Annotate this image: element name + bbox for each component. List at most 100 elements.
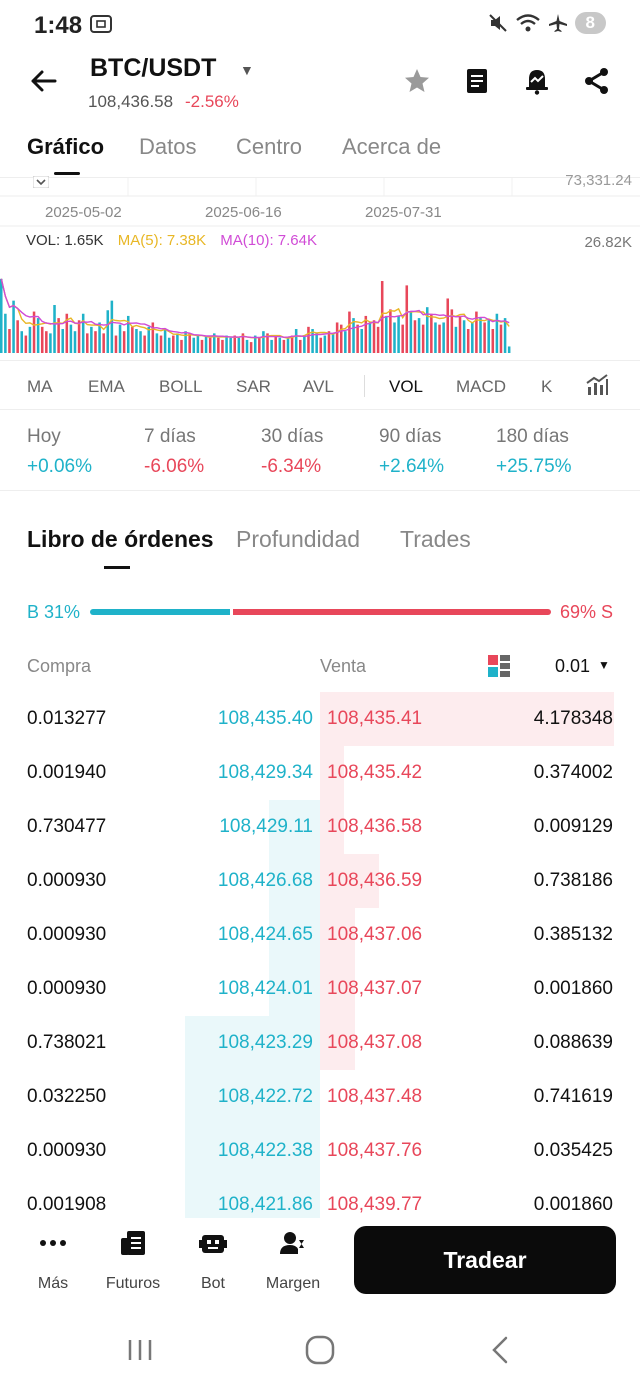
volume-bar	[212, 333, 216, 353]
bottom-item-bot[interactable]: Bot	[178, 1228, 248, 1293]
perf-label: 7 días	[144, 426, 196, 447]
ma5-line	[0, 278, 510, 339]
volume-bar	[90, 326, 93, 353]
indicator-avl[interactable]: AVL	[303, 377, 334, 396]
order-book-row[interactable]: 0.000930 108,424.65 108,437.06 0.385132	[0, 908, 640, 962]
ask-depth-bar	[320, 692, 614, 746]
bottom-item-futuros[interactable]: Futuros	[98, 1228, 168, 1293]
wifi-icon	[515, 14, 540, 32]
home-icon[interactable]	[300, 1330, 340, 1370]
vol-legend-ma5: MA(5): 7.38K	[117, 232, 207, 249]
back-icon[interactable]	[480, 1330, 520, 1370]
pair-dropdown-icon[interactable]: ▼	[240, 62, 254, 78]
volume-bar	[167, 337, 171, 353]
volume-bar	[491, 329, 495, 353]
volume-bar	[286, 337, 290, 353]
volume-bar	[200, 339, 204, 353]
indicator-sar[interactable]: SAR	[236, 377, 271, 396]
bottom-item-margen[interactable]: Margen	[258, 1228, 328, 1293]
volume-bar	[499, 324, 503, 353]
airplane-icon	[548, 14, 567, 32]
indicator-k[interactable]: K	[541, 377, 553, 396]
order-book-tabs: Libro de órdenes Profundidad Trades	[0, 520, 640, 576]
order-book-row[interactable]: 0.000930 108,426.68 108,436.59 0.738186	[0, 854, 640, 908]
tab-acerca-de[interactable]: Acerca de	[342, 134, 442, 159]
bid-qty: 0.738021	[27, 1032, 107, 1053]
volume-bar	[180, 339, 183, 353]
active-tab-indicator	[54, 172, 80, 175]
volume-bar	[163, 329, 167, 353]
indicator-settings-icon[interactable]	[585, 373, 609, 397]
order-book-row[interactable]: 0.001908 108,421.86 108,439.77 0.001860	[0, 1178, 640, 1220]
chart-area[interactable]: 73,331.24 2025-05-02 2025-06-16 2025-07-…	[0, 172, 640, 358]
chevron-down-icon[interactable]: ▼	[598, 658, 610, 672]
pair-title[interactable]: BTC/USDT	[90, 54, 217, 82]
volume-bar	[49, 333, 52, 353]
volume-bar	[466, 329, 470, 353]
volume-bar	[319, 337, 323, 353]
share-icon[interactable]	[582, 66, 612, 96]
status-bar: 1:48 8	[0, 0, 640, 52]
volume-bar	[311, 329, 314, 353]
bid-depth-bar	[269, 854, 320, 908]
order-book-row[interactable]: 0.032250 108,422.72 108,437.48 0.741619	[0, 1070, 640, 1124]
book-layout-icon[interactable]	[487, 654, 511, 678]
order-book-row[interactable]: 0.013277 108,435.40 108,435.41 4.178348	[0, 692, 640, 746]
volume-bar	[397, 315, 400, 353]
notes-icon[interactable]	[462, 66, 492, 96]
volume-bar	[237, 337, 241, 353]
volume-bar	[155, 333, 159, 353]
tab-trades[interactable]: Trades	[400, 526, 471, 552]
precision-select[interactable]: 0.01	[555, 656, 591, 676]
volume-bar	[139, 331, 142, 353]
tab-grafico[interactable]: Gráfico	[27, 134, 105, 159]
volume-bar	[114, 335, 118, 353]
volume-bar	[462, 320, 466, 353]
volume-chart[interactable]	[0, 178, 640, 358]
bottom-item-label: Margen	[265, 1275, 321, 1292]
indicator-boll[interactable]: BOLL	[159, 377, 203, 396]
order-book-row[interactable]: 0.730477 108,429.11 108,436.58 0.009129	[0, 800, 640, 854]
order-book-row[interactable]: 0.000930 108,424.01 108,437.07 0.001860	[0, 962, 640, 1016]
volume-bar	[413, 320, 417, 353]
bid-qty: 0.000930	[27, 1140, 107, 1161]
back-arrow-icon[interactable]	[28, 66, 58, 96]
tab-libro-ordenes[interactable]: Libro de órdenes	[27, 526, 214, 552]
star-icon[interactable]	[402, 66, 432, 96]
volume-bar	[110, 300, 114, 353]
volume-bar	[208, 337, 212, 353]
indicator-vol[interactable]: VOL	[389, 377, 424, 396]
screenshot-icon	[90, 15, 112, 33]
order-book-row[interactable]: 0.000930 108,422.38 108,437.76 0.035425	[0, 1124, 640, 1178]
recent-apps-icon[interactable]	[120, 1330, 160, 1370]
volume-bar	[53, 305, 56, 353]
volume-bar	[249, 342, 253, 353]
price-alert-icon[interactable]	[522, 66, 552, 96]
volume-bar	[294, 329, 298, 353]
ask-qty: 0.738186	[533, 870, 613, 891]
futures-icon	[121, 1231, 145, 1255]
tab-centro[interactable]: Centro	[236, 134, 303, 159]
tab-datos[interactable]: Datos	[139, 134, 197, 159]
order-book-row[interactable]: 0.001940 108,429.34 108,435.42 0.374002	[0, 746, 640, 800]
indicator-ma[interactable]: MA	[27, 377, 53, 396]
tab-profundidad[interactable]: Profundidad	[236, 526, 361, 552]
bottom-item-mas[interactable]: Más	[18, 1228, 88, 1293]
pair-price: 108,436.58	[88, 92, 174, 111]
volume-bar	[282, 339, 286, 353]
volume-bar	[151, 322, 155, 353]
order-book-row[interactable]: 0.738021 108,423.29 108,437.08 0.088639	[0, 1016, 640, 1070]
trade-button[interactable]: Tradear	[354, 1226, 616, 1294]
ask-price: 108,437.06	[327, 924, 423, 945]
volume-bar	[188, 333, 191, 353]
scroll-down-icon[interactable]	[33, 176, 49, 188]
ask-qty: 0.001860	[533, 978, 613, 999]
volume-bar	[372, 320, 376, 353]
volume-bar	[266, 333, 269, 353]
indicator-ema[interactable]: EMA	[88, 377, 125, 396]
main-tabs: Gráfico Datos Centro Acerca de	[0, 118, 640, 178]
bid-price: 108,429.34	[217, 762, 313, 783]
volume-bar	[307, 326, 310, 353]
ask-price: 108,437.76	[327, 1140, 423, 1161]
indicator-macd[interactable]: MACD	[456, 377, 507, 396]
